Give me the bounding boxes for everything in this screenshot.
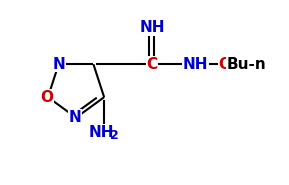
- Text: NH: NH: [182, 57, 208, 72]
- Text: O: O: [218, 57, 231, 72]
- Text: O: O: [40, 90, 53, 105]
- Text: C: C: [146, 57, 158, 72]
- Text: N: N: [69, 110, 81, 125]
- Text: NH: NH: [139, 20, 165, 35]
- Text: NH: NH: [88, 125, 114, 140]
- Text: N: N: [52, 57, 65, 72]
- Text: Bu-n: Bu-n: [227, 57, 266, 72]
- Text: 2: 2: [110, 129, 118, 142]
